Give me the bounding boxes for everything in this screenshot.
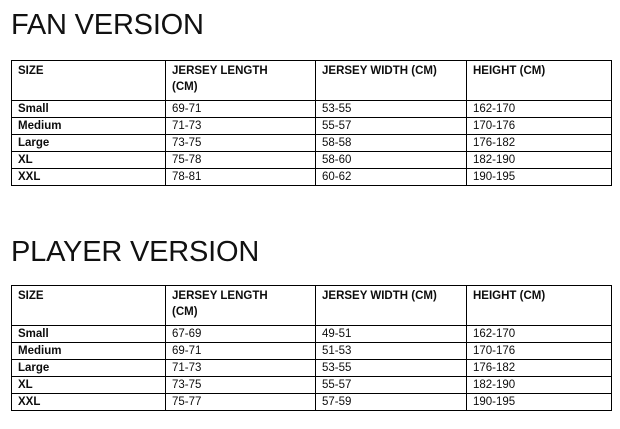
cell-height: 190-195: [466, 393, 612, 411]
table-header-row: SIZE JERSEY LENGTH (CM) JERSEY WIDTH (CM…: [11, 285, 612, 326]
column-header-jersey-width-label: JERSEY WIDTH (CM): [322, 290, 437, 302]
column-header-jersey-length-unit: (CM): [172, 306, 198, 318]
column-header-size: SIZE: [11, 285, 166, 326]
cell-height: 176-182: [466, 359, 612, 377]
cell-height: 182-190: [466, 151, 612, 169]
cell-jersey-width: 55-57: [315, 376, 467, 394]
page-title-player-version: PLAYER VERSION: [11, 236, 260, 268]
cell-size: Medium: [11, 342, 166, 360]
column-header-jersey-length-unit: (CM): [172, 81, 198, 93]
column-header-height-label: HEIGHT (CM): [473, 290, 546, 302]
cell-jersey-width: 58-58: [315, 134, 467, 152]
table-row: Medium 69-71 51-53 170-176: [11, 342, 612, 360]
page-title-fan-version: FAN VERSION: [11, 9, 204, 41]
cell-jersey-width: 53-55: [315, 359, 467, 377]
column-header-height: HEIGHT (CM): [466, 60, 612, 101]
cell-size: Large: [11, 134, 166, 152]
cell-size: Medium: [11, 117, 166, 135]
table-wrap-fan-version: SIZE JERSEY LENGTH (CM) JERSEY WIDTH (CM…: [11, 60, 612, 186]
cell-jersey-length: 71-73: [165, 117, 316, 135]
section-fan-version: FAN VERSION SIZE JERSEY LENGTH (CM): [0, 0, 620, 186]
column-header-size-label: SIZE: [18, 65, 44, 77]
column-header-jersey-length: JERSEY LENGTH (CM): [165, 60, 316, 101]
table-row: Large 71-73 53-55 176-182: [11, 359, 612, 377]
cell-jersey-length: 71-73: [165, 359, 316, 377]
cell-jersey-length: 73-75: [165, 376, 316, 394]
table-row: XL 75-78 58-60 182-190: [11, 151, 612, 169]
cell-jersey-width: 51-53: [315, 342, 467, 360]
cell-height: 190-195: [466, 168, 612, 186]
table-row: XXL 78-81 60-62 190-195: [11, 168, 612, 186]
cell-size: XXL: [11, 168, 166, 186]
table-wrap-player-version: SIZE JERSEY LENGTH (CM) JERSEY WIDTH (CM…: [11, 285, 612, 411]
table-row: XL 73-75 55-57 182-190: [11, 376, 612, 394]
column-header-jersey-width: JERSEY WIDTH (CM): [315, 285, 467, 326]
column-header-size: SIZE: [11, 60, 166, 101]
table-header-row: SIZE JERSEY LENGTH (CM) JERSEY WIDTH (CM…: [11, 60, 612, 101]
cell-size: Small: [11, 100, 166, 118]
cell-jersey-width: 58-60: [315, 151, 467, 169]
cell-jersey-width: 60-62: [315, 168, 467, 186]
cell-jersey-length: 67-69: [165, 325, 316, 343]
table-row: Small 67-69 49-51 162-170: [11, 325, 612, 343]
cell-jersey-length: 73-75: [165, 134, 316, 152]
cell-height: 162-170: [466, 325, 612, 343]
column-header-height-label: HEIGHT (CM): [473, 65, 546, 77]
table-row: Medium 71-73 55-57 170-176: [11, 117, 612, 135]
cell-size: XXL: [11, 393, 166, 411]
cell-jersey-width: 55-57: [315, 117, 467, 135]
cell-height: 162-170: [466, 100, 612, 118]
cell-jersey-width: 49-51: [315, 325, 467, 343]
column-header-jersey-width: JERSEY WIDTH (CM): [315, 60, 467, 101]
cell-jersey-length: 75-78: [165, 151, 316, 169]
table-body-fan-version: Small 69-71 53-55 162-170 Medium 71-73 5…: [11, 100, 612, 186]
table-body-player-version: Small 67-69 49-51 162-170 Medium 69-71 5…: [11, 325, 612, 411]
cell-height: 176-182: [466, 134, 612, 152]
table-row: XXL 75-77 57-59 190-195: [11, 393, 612, 411]
cell-jersey-width: 57-59: [315, 393, 467, 411]
cell-jersey-length: 69-71: [165, 100, 316, 118]
column-header-jersey-width-label: JERSEY WIDTH (CM): [322, 65, 437, 77]
column-header-jersey-length: JERSEY LENGTH (CM): [165, 285, 316, 326]
cell-size: XL: [11, 376, 166, 394]
size-table-fan-version: SIZE JERSEY LENGTH (CM) JERSEY WIDTH (CM…: [11, 60, 612, 186]
cell-size: XL: [11, 151, 166, 169]
cell-size: Large: [11, 359, 166, 377]
cell-jersey-width: 53-55: [315, 100, 467, 118]
table-row: Large 73-75 58-58 176-182: [11, 134, 612, 152]
cell-height: 170-176: [466, 342, 612, 360]
column-header-size-label: SIZE: [18, 290, 44, 302]
cell-height: 170-176: [466, 117, 612, 135]
cell-size: Small: [11, 325, 166, 343]
column-header-jersey-length-label: JERSEY LENGTH: [172, 65, 268, 77]
cell-height: 182-190: [466, 376, 612, 394]
size-table-player-version: SIZE JERSEY LENGTH (CM) JERSEY WIDTH (CM…: [11, 285, 612, 411]
table-header-player-version: SIZE JERSEY LENGTH (CM) JERSEY WIDTH (CM…: [11, 285, 612, 326]
column-header-height: HEIGHT (CM): [466, 285, 612, 326]
cell-jersey-length: 69-71: [165, 342, 316, 360]
cell-jersey-length: 75-77: [165, 393, 316, 411]
table-header-fan-version: SIZE JERSEY LENGTH (CM) JERSEY WIDTH (CM…: [11, 60, 612, 101]
cell-jersey-length: 78-81: [165, 168, 316, 186]
section-player-version: PLAYER VERSION SIZE JERSEY LENGTH (CM): [0, 225, 620, 411]
table-row: Small 69-71 53-55 162-170: [11, 100, 612, 118]
column-header-jersey-length-label: JERSEY LENGTH: [172, 290, 268, 302]
